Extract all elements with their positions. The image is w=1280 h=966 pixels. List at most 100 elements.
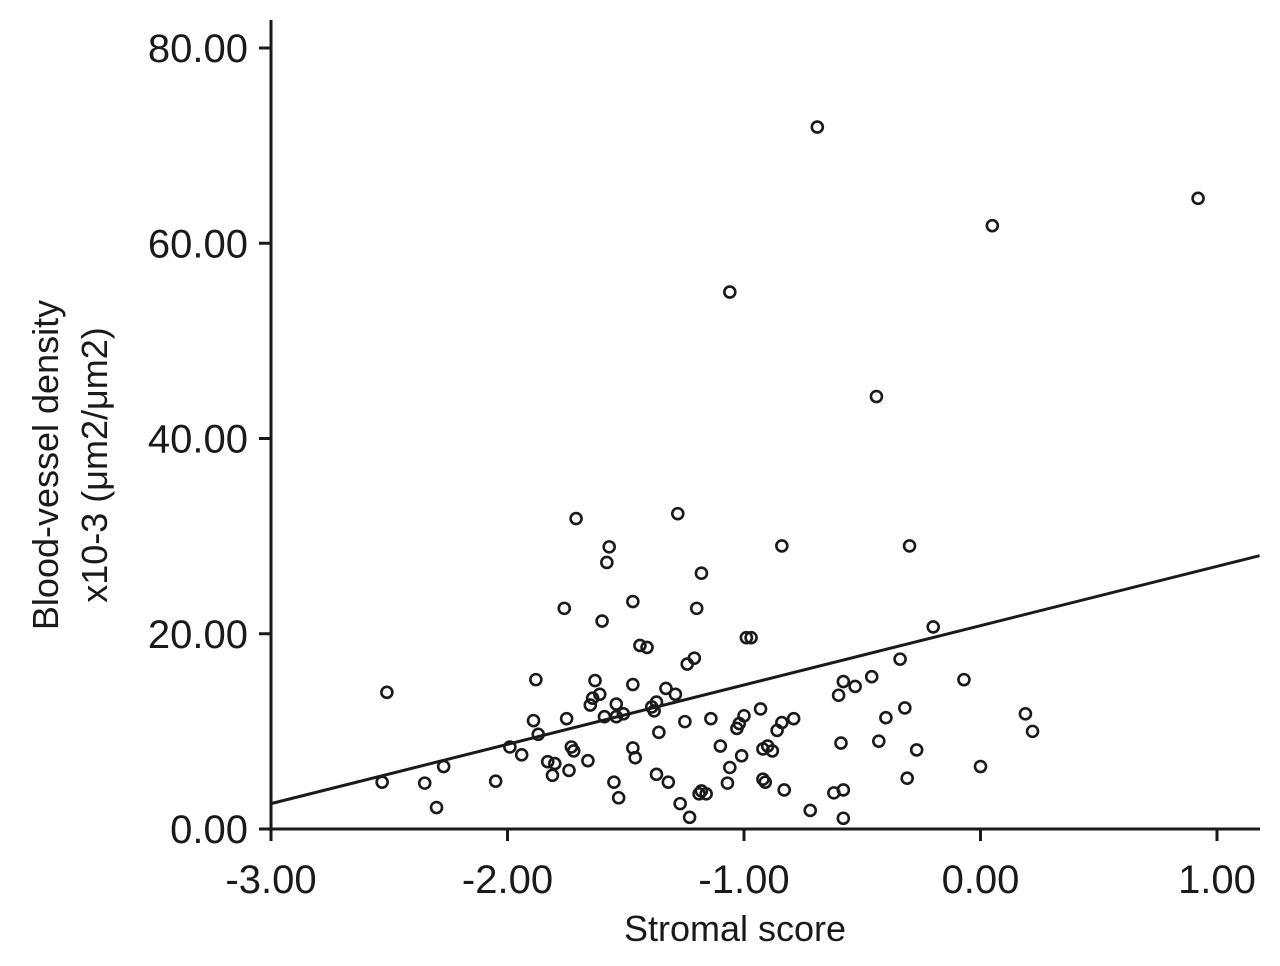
data-point [803, 803, 818, 818]
data-point [600, 555, 614, 570]
data-point [926, 620, 941, 634]
data-point [626, 594, 640, 609]
data-point [1191, 191, 1205, 206]
data-point [429, 800, 444, 815]
x-tick-label: 1.00 [1178, 858, 1256, 902]
data-point [720, 776, 735, 790]
data-point [588, 673, 602, 688]
data-point [713, 739, 728, 753]
data-point [417, 776, 432, 790]
data-point [775, 715, 789, 730]
data-point [734, 748, 749, 763]
axis-ticks: -3.00 -2.00 -1.00 0.00 1.00 0.00 20.00 40.00 60.… [148, 27, 1256, 902]
data-point [1018, 707, 1033, 721]
data-point [436, 759, 451, 774]
data-point [831, 688, 846, 703]
data-point [864, 669, 879, 684]
data-point [569, 511, 583, 526]
data-point [609, 709, 624, 724]
data-point [775, 539, 789, 553]
data-point [375, 775, 389, 789]
data-point [723, 285, 737, 299]
y-tick-label: 0.00 [170, 808, 248, 852]
data-point [836, 783, 851, 797]
data-point [668, 687, 683, 702]
data-point [902, 539, 917, 553]
data-point [529, 672, 543, 687]
data-point [514, 748, 529, 762]
data-point [566, 744, 581, 758]
data-point [723, 760, 737, 775]
data-point [739, 630, 754, 645]
data-point [616, 707, 631, 721]
y-axis-title-line2: x10-3 (μm2/μm2) [74, 327, 115, 603]
data-point [647, 704, 661, 718]
y-axis-title: Blood-vessel density [25, 300, 66, 630]
data-point [581, 753, 595, 768]
regression-line-group [270, 554, 1260, 806]
data-point [562, 763, 576, 778]
data-point [526, 713, 541, 728]
data-point [607, 775, 621, 789]
y-tick-label: 40.00 [148, 418, 248, 462]
data-point [909, 743, 924, 757]
y-tick-label: 80.00 [148, 27, 248, 71]
data-point [531, 727, 546, 742]
data-point [559, 711, 574, 726]
data-point [540, 754, 555, 769]
data-point [488, 774, 503, 788]
data-point [1025, 724, 1040, 739]
data-point [872, 734, 886, 748]
x-tick-label: 0.00 [942, 858, 1020, 902]
y-axis-title-line1: Blood-vessel density [25, 300, 66, 630]
data-point [380, 685, 394, 700]
regression-line [270, 554, 1260, 806]
x-axis-title: Stromal score [624, 908, 846, 949]
data-point [699, 787, 713, 801]
data-point [786, 711, 801, 726]
data-point [985, 218, 1000, 233]
data-point [628, 750, 643, 765]
data-point [765, 744, 780, 758]
data-point [834, 736, 848, 750]
data-point [609, 697, 624, 711]
data-point [678, 714, 692, 729]
data-point [744, 630, 758, 645]
x-tick-label: -3.00 [225, 858, 316, 902]
data-point [652, 725, 666, 740]
data-point [547, 756, 562, 771]
data-point [649, 695, 664, 709]
data-point [633, 638, 647, 653]
data-point [602, 540, 616, 554]
data-point [611, 790, 626, 805]
data-point [661, 775, 676, 789]
y-tick-label: 60.00 [148, 222, 248, 266]
data-point [836, 811, 851, 826]
data-point [649, 767, 664, 782]
data-point [583, 698, 598, 712]
data-point [670, 506, 685, 521]
y-tick-label: 20.00 [148, 613, 248, 657]
data-point [900, 771, 914, 786]
data-point [682, 810, 697, 825]
data-point [898, 701, 912, 715]
data-point [810, 120, 825, 134]
data-point [704, 711, 718, 726]
data-point [893, 652, 907, 666]
data-point [545, 768, 560, 783]
data-point [737, 708, 751, 723]
data-point [758, 775, 773, 789]
data-point [640, 640, 654, 655]
data-points [375, 120, 1205, 826]
data-point [557, 601, 572, 616]
data-point [694, 566, 709, 581]
data-point [592, 687, 607, 702]
data-point [626, 677, 640, 692]
data-point [879, 710, 893, 725]
data-point [869, 389, 884, 404]
data-point [973, 759, 988, 774]
data-point [957, 672, 971, 687]
data-point [777, 783, 792, 797]
data-point [753, 702, 768, 716]
